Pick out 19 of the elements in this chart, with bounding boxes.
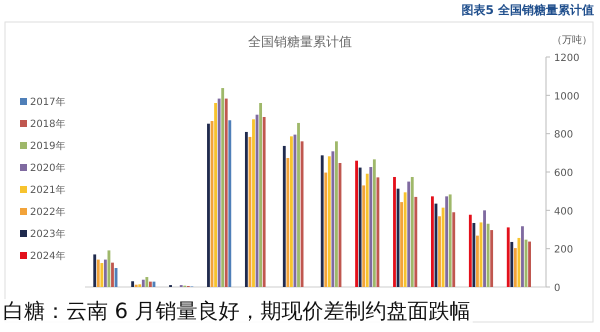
- legend-label: 2022年: [30, 206, 66, 218]
- legend-label: 2017年: [30, 96, 66, 108]
- y-tick-label: 200: [554, 244, 574, 256]
- legend-label: 2018年: [30, 118, 66, 130]
- legend-label: 2024年: [30, 250, 66, 262]
- legend-label: 2019年: [30, 140, 66, 152]
- y-axis-title: （万吨）: [552, 34, 592, 46]
- y-tick-label: 800: [554, 130, 574, 141]
- y-tick-label: 1000: [554, 91, 580, 102]
- legend-label: 2021年: [30, 184, 66, 196]
- y-tick-label: 400: [554, 206, 574, 218]
- legend-label: 2020年: [30, 162, 66, 174]
- chart-title: 全国销糖量累计值: [248, 35, 352, 50]
- y-tick-label: 1200: [554, 53, 580, 64]
- chart-subtitle: 图表5 全国销糖量累计值: [461, 3, 594, 17]
- y-tick-label: 0: [554, 283, 560, 294]
- legend-label: 2023年: [30, 228, 66, 240]
- text: 白糖：云南 6 月销量良好，期现价差制约盘面跌幅: [3, 299, 471, 323]
- y-tick-label: 600: [554, 168, 574, 179]
